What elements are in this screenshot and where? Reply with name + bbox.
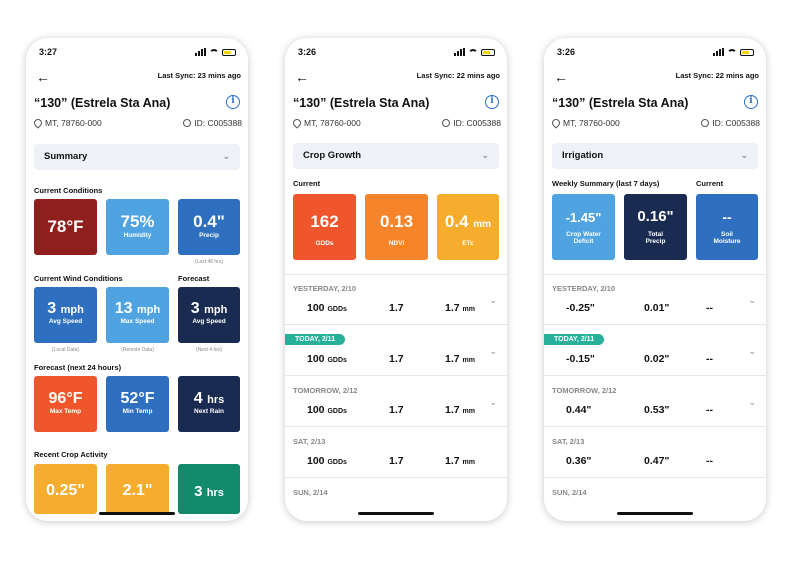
info-icon[interactable]: i [485,95,499,109]
last-sync: Last Sync: 22 mins ago [675,71,759,80]
section-current: Current [293,179,321,188]
precip-note: (Last 48 hrs) [194,259,224,265]
page-title: “130” (Estrela Sta Ana) [34,96,171,110]
max-temp-tile[interactable]: 96°F Max Temp [34,376,97,432]
temperature-tile[interactable]: 78°F [34,199,97,255]
chevron-down-icon[interactable]: ⌄ [489,346,497,356]
field-id: ID: C005388 [442,118,501,128]
ndvi-tile[interactable]: 0.13 NDVI [365,194,428,260]
info-icon[interactable]: i [226,95,240,109]
list-item[interactable]: TOMORROW, 2/12 100 GDDs 1.7 1.7 mm ⌄ [285,377,507,427]
status-bar: 3:27 [26,47,248,59]
min-temp-tile[interactable]: 52°F Min Temp [106,376,169,432]
list-item[interactable]: SAT, 2/13 0.36" 0.47" -- [544,428,766,478]
section-current-conditions: Current Conditions [34,186,103,195]
home-indicator[interactable] [99,512,175,515]
location: MT, 78760-000 [550,117,620,129]
phone-irrigation: 3:26 ← Last Sync: 22 mins ago “130” (Est… [544,38,766,521]
humidity-tile[interactable]: 75% Humidity [106,199,169,255]
id-icon [183,119,192,127]
total-precip-tile[interactable]: 0.16" Total Precip [624,194,687,260]
home-indicator[interactable] [617,512,693,515]
list-item[interactable]: TODAY, 2/11 -0.15" 0.02" -- ⌄ [544,326,766,376]
back-arrow-icon[interactable]: ← [295,69,309,85]
wifi-icon [727,48,737,56]
battery-icon [481,48,495,56]
wind-forecast-note: (Next 4 hrs) [195,347,223,353]
location: MT, 78760-000 [32,117,102,129]
page-title: “130” (Estrela Sta Ana) [552,96,689,110]
section-wind: Current Wind Conditions [34,274,123,283]
view-selector[interactable]: Irrigation ⌄ [552,143,758,169]
section-forecast-24h: Forecast (next 24 hours) [34,363,122,372]
chevron-down-icon: ⌄ [222,151,230,161]
last-sync: Last Sync: 22 mins ago [416,71,500,80]
signal-icon [713,48,724,56]
last-sync: Last Sync: 23 mins ago [157,71,241,80]
home-indicator[interactable] [358,512,434,515]
wind-max-note: (Remote Data) [121,347,154,353]
soil-moisture-tile[interactable]: -- Soil Moisture [696,194,758,260]
crop-water-deficit-tile[interactable]: -1.45" Crop Water Deficit [552,194,615,260]
status-time: 3:26 [557,47,576,57]
back-arrow-icon[interactable]: ← [554,69,568,85]
page-title: “130” (Estrela Sta Ana) [293,96,430,110]
wifi-icon [468,48,478,56]
info-icon[interactable]: i [744,95,758,109]
wind-avg-note: (Local Data) [51,347,80,353]
chevron-down-icon[interactable]: ⌄ [748,397,756,407]
status-bar: 3:26 [544,47,766,59]
back-arrow-icon[interactable]: ← [36,69,50,85]
list-item[interactable]: TOMORROW, 2/12 0.44" 0.53" -- ⌄ [544,377,766,427]
list-item[interactable]: SUN, 2/14 [293,488,328,497]
view-selector[interactable]: Crop Growth ⌄ [293,143,499,169]
chevron-down-icon: ⌄ [740,150,748,160]
chevron-down-icon[interactable]: ⌄ [489,397,497,407]
pin-icon [550,117,562,129]
crop-activity-tile[interactable]: 3 hrs [178,464,240,514]
signal-icon [195,48,206,56]
list-item[interactable]: YESTERDAY, 2/10 100 GDDs 1.7 1.7 mm ⌄ [285,275,507,325]
status-bar: 3:26 [285,47,507,59]
section-forecast: Forecast [178,274,210,283]
section-current: Current [696,179,724,188]
status-time: 3:27 [39,47,58,57]
wind-avg-tile[interactable]: 3 mph Avg Speed [34,287,97,343]
view-selector[interactable]: Summary ⌄ [34,144,240,170]
pin-icon [32,117,44,129]
field-id: ID: C005388 [183,118,242,128]
id-icon [442,119,451,127]
section-crop-activity: Recent Crop Activity [34,450,108,459]
phone-crop-growth: 3:26 ← Last Sync: 22 mins ago “130” (Est… [285,38,507,521]
today-badge: TODAY, 2/11 [285,334,346,345]
chevron-down-icon[interactable]: ⌄ [748,346,756,356]
status-time: 3:26 [298,47,317,57]
battery-icon [222,48,236,56]
list-item[interactable]: SUN, 2/14 [552,488,587,497]
phone-summary: 3:27 ← Last Sync: 23 mins ago “130” (Est… [26,38,248,521]
chevron-down-icon[interactable]: ⌄ [748,295,756,305]
gdd-tile[interactable]: 162 GDDs [293,194,356,260]
wind-max-tile[interactable]: 13 mph Max Speed [106,287,169,343]
today-badge: TODAY, 2/11 [544,334,605,345]
id-icon [701,119,710,127]
crop-activity-tile[interactable]: 2.1" [106,464,169,514]
precip-tile[interactable]: 0.4" Precip [178,199,240,255]
list-item[interactable]: SAT, 2/13 100 GDDs 1.7 1.7 mm [285,428,507,478]
list-item[interactable]: TODAY, 2/11 100 GDDs 1.7 1.7 mm ⌄ [285,326,507,376]
list-item[interactable]: YESTERDAY, 2/10 -0.25" 0.01" -- ⌄ [544,275,766,325]
next-rain-tile[interactable]: 4 hrs Next Rain [178,376,240,432]
chevron-down-icon: ⌄ [481,150,489,160]
battery-icon [740,48,754,56]
field-id: ID: C005388 [701,118,760,128]
chevron-down-icon[interactable]: ⌄ [489,295,497,305]
wifi-icon [209,48,219,56]
section-weekly-summary: Weekly Summary (last 7 days) [552,179,660,188]
pin-icon [291,117,303,129]
signal-icon [454,48,465,56]
crop-activity-tile[interactable]: 0.25" [34,464,97,514]
location: MT, 78760-000 [291,117,361,129]
etc-tile[interactable]: 0.4 mm ETc [437,194,499,260]
wind-forecast-tile[interactable]: 3 mph Avg Speed [178,287,240,343]
